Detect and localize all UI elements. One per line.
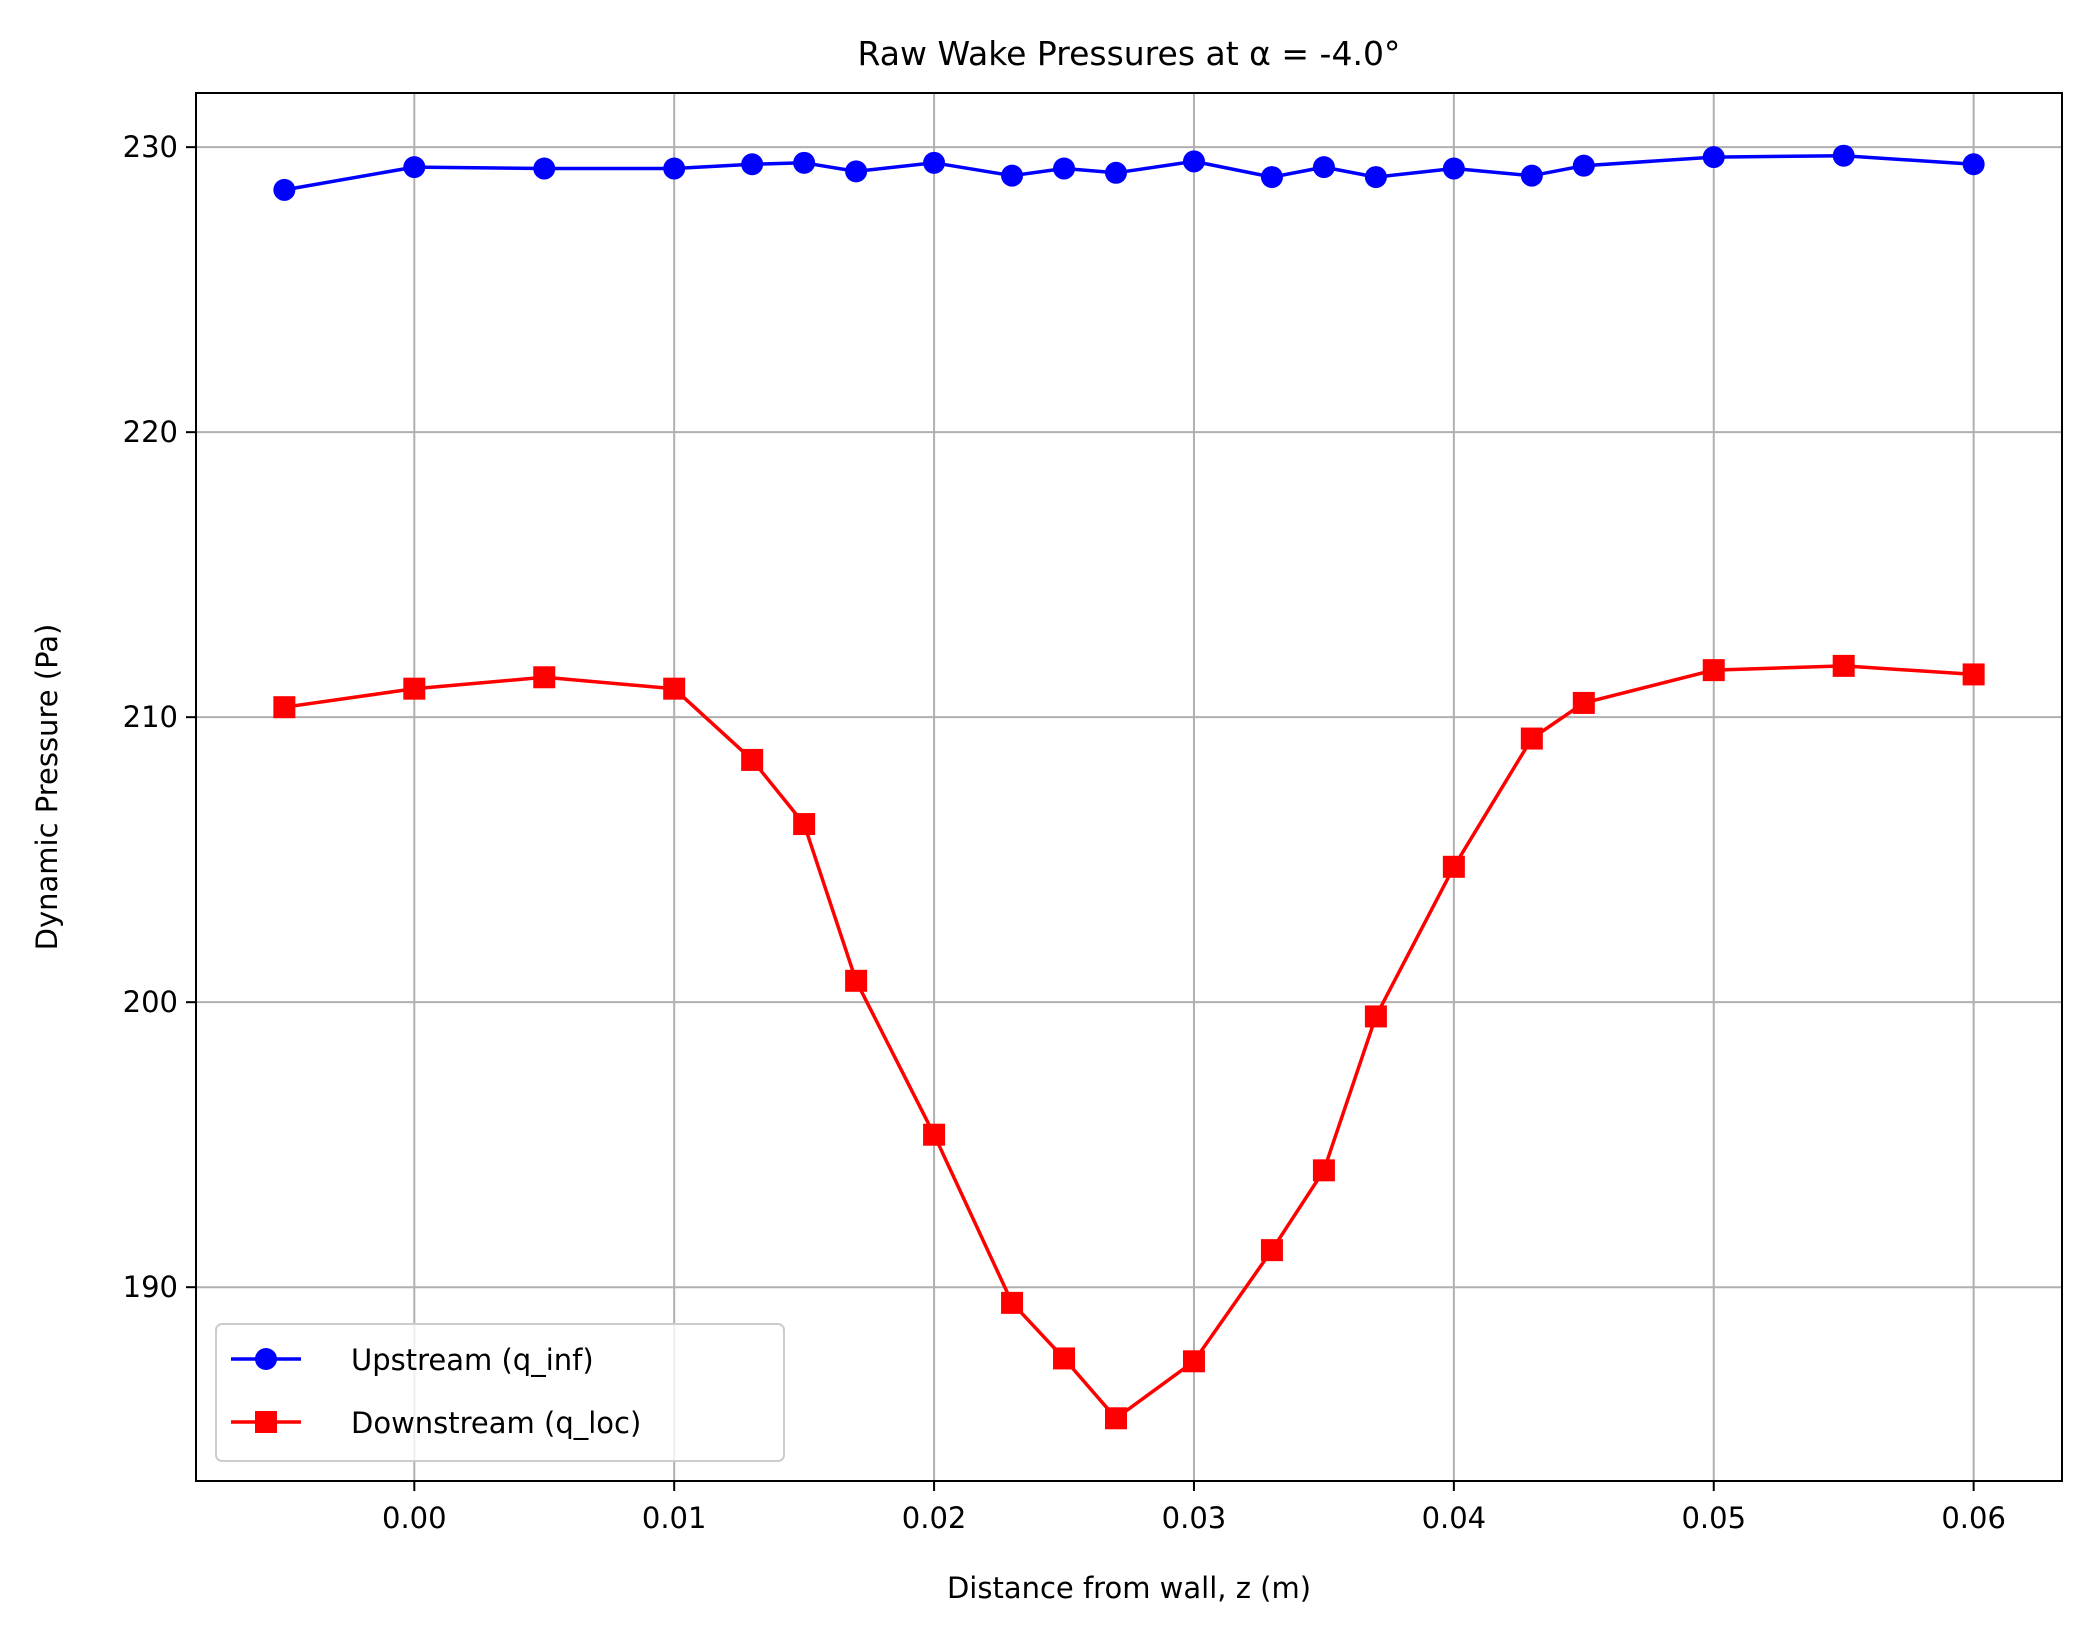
grid [196,93,2062,1481]
data-point-upstream [1520,164,1543,187]
legend-label-upstream: Upstream (q_inf) [351,1343,594,1377]
legend-item-upstream: Upstream (q_inf) [231,1343,594,1377]
x-tick-label: 0.06 [1941,1501,2006,1535]
data-point-downstream [1260,1239,1283,1262]
data-point-downstream [1442,855,1465,878]
data-point-downstream [1520,727,1543,750]
data-point-downstream [1572,691,1595,714]
y-tick-label: 200 [123,985,178,1019]
legend-label-downstream: Downstream (q_loc) [351,1406,641,1440]
data-point-downstream [923,1123,946,1146]
series-group [273,144,1985,1430]
data-point-upstream [663,157,686,180]
legend-item-downstream: Downstream (q_loc) [231,1406,641,1440]
y-tick-label: 220 [123,415,178,449]
data-point-upstream [1442,157,1465,180]
data-point-downstream [1364,1005,1387,1028]
data-point-downstream [1962,663,1985,686]
data-point-upstream [1572,154,1595,177]
data-point-upstream [1702,146,1725,169]
data-point-upstream [1312,156,1335,179]
data-point-downstream [845,969,868,992]
x-tick-label: 0.04 [1422,1501,1487,1535]
data-point-upstream [741,153,764,176]
data-point-downstream [403,677,426,700]
data-point-downstream [1105,1407,1128,1430]
plot-frame [195,92,2063,1482]
data-point-upstream [1001,164,1024,187]
x-tick-label: 0.02 [902,1501,967,1535]
x-tick-label: 0.03 [1162,1501,1227,1535]
data-point-upstream [1260,166,1283,189]
data-point-downstream [1053,1347,1076,1370]
data-point-downstream [1182,1350,1205,1373]
x-tick-label: 0.01 [642,1501,707,1535]
x-tick-label: 0.00 [382,1501,447,1535]
data-point-downstream [1702,659,1725,682]
data-point-upstream [403,156,426,179]
data-point-downstream [793,813,816,836]
data-point-upstream [845,160,868,183]
legend-marker-downstream [255,1411,277,1433]
x-axis-label: Distance from wall, z (m) [947,1571,1311,1605]
data-point-upstream [533,157,556,180]
y-tick-label: 190 [123,1270,178,1304]
y-tick-label: 210 [123,700,178,734]
legend: Upstream (q_inf) Downstream (q_loc) [215,1323,785,1462]
y-axis-ticks: 190 200 210 220 230 [123,130,196,1304]
legend-marker-upstream [255,1348,277,1370]
data-point-upstream [1053,157,1076,180]
y-axis-label: Dynamic Pressure (Pa) [30,624,64,951]
data-point-upstream [1962,153,1985,176]
data-point-upstream [793,151,816,174]
data-point-upstream [1364,166,1387,189]
data-point-downstream [1001,1291,1024,1314]
data-point-downstream [273,696,296,719]
data-point-downstream [741,748,764,771]
data-point-upstream [1182,150,1205,173]
x-axis-ticks: 0.00 0.01 0.02 0.03 0.04 0.05 0.06 [382,1481,2006,1535]
data-point-upstream [1105,161,1128,184]
data-point-downstream [1832,654,1855,677]
data-point-upstream [923,151,946,174]
legend-box [215,1323,785,1462]
data-point-upstream [1832,144,1855,167]
y-tick-label: 230 [123,130,178,164]
data-point-upstream [273,178,296,201]
data-point-downstream [663,677,686,700]
chart-title: Raw Wake Pressures at α = -4.0° [858,34,1401,73]
data-point-downstream [1312,1159,1335,1182]
data-point-downstream [533,666,556,689]
x-tick-label: 0.05 [1681,1501,1746,1535]
